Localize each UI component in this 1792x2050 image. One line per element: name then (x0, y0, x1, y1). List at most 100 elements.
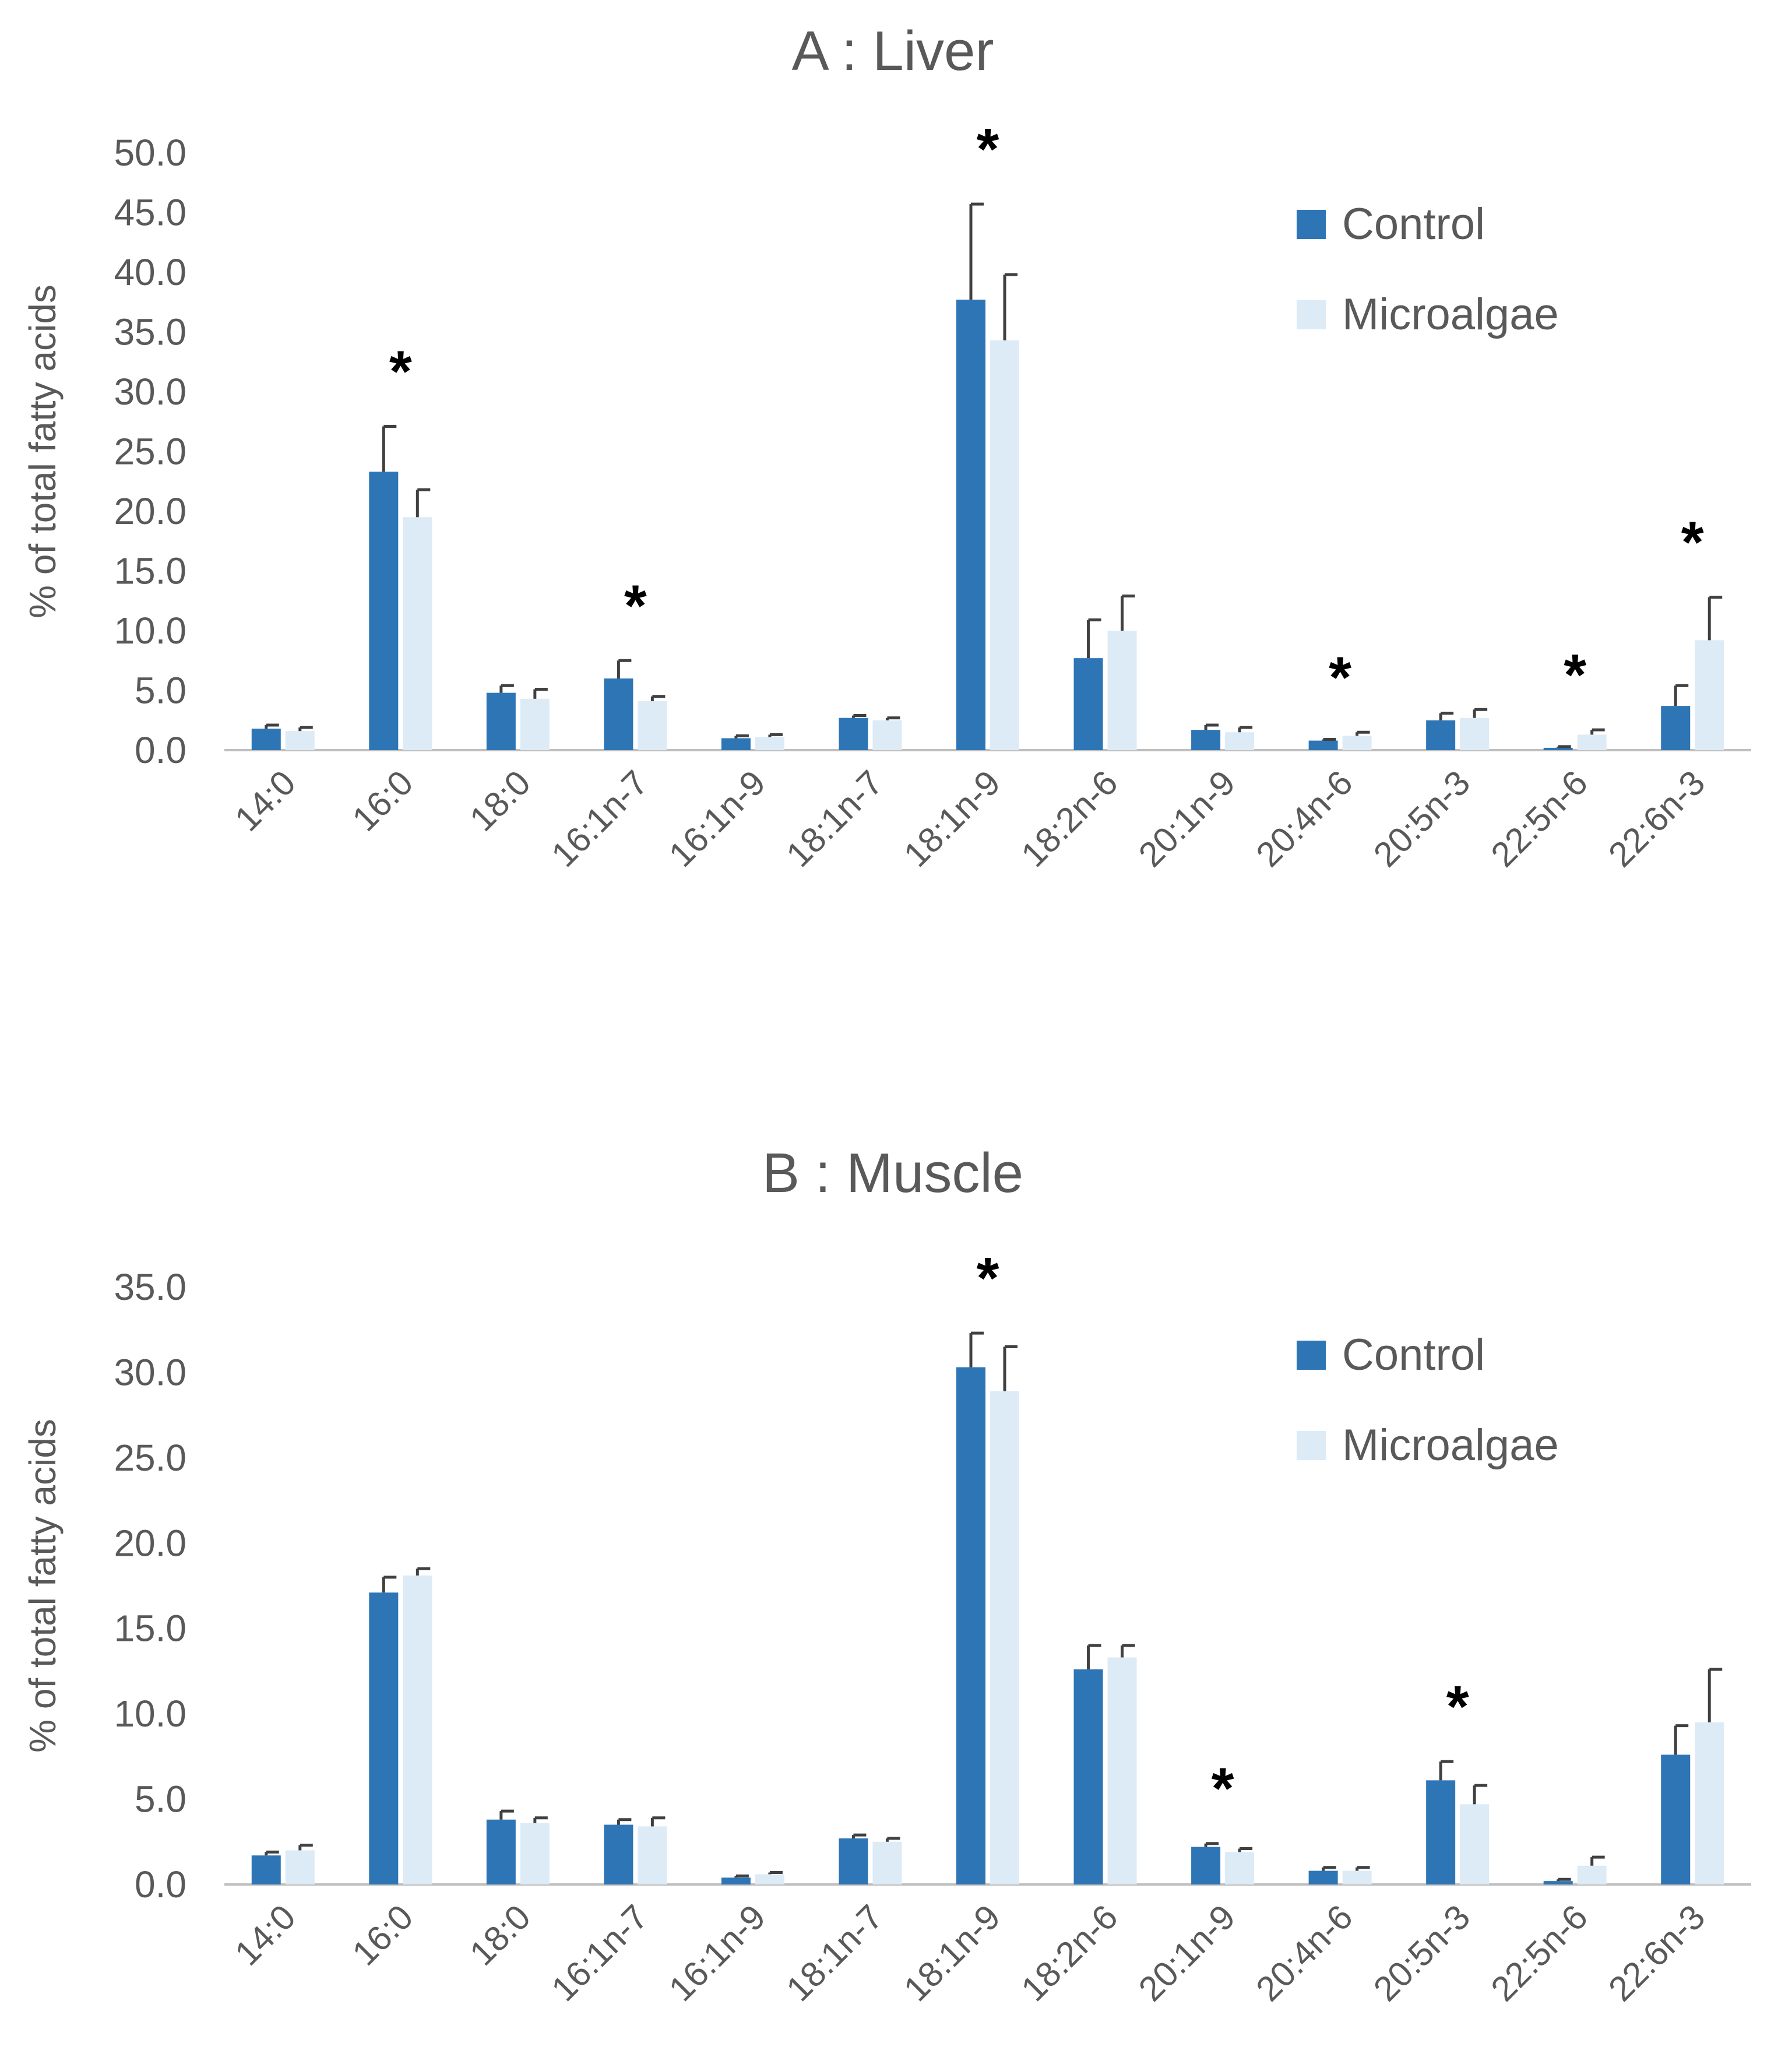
x-tick-label: 18:1n-9 (896, 763, 1008, 874)
microalgae-bar-18:2n-6 (1107, 1657, 1137, 1884)
y-tick-label: 20.0 (114, 490, 186, 532)
significance-marker: * (977, 117, 999, 182)
legend-label: Control (1342, 1330, 1485, 1380)
x-tick-label: 16:1n-7 (544, 763, 655, 874)
control-bar-18:1n-9 (956, 1367, 985, 1884)
microalgae-bar-18:2n-6 (1107, 631, 1137, 750)
control-bar-18:1n-7 (839, 718, 868, 750)
y-tick-label: 5.0 (135, 670, 186, 712)
x-tick-label: 16:1n-9 (661, 1897, 773, 2009)
x-tick-label: 18:1n-7 (779, 763, 890, 874)
x-tick-label: 18:0 (462, 1897, 538, 1973)
microalgae-bar-20:4n-6 (1342, 736, 1372, 750)
microalgae-bar-20:4n-6 (1342, 1870, 1372, 1884)
microalgae-bar-22:5n-6 (1577, 1865, 1607, 1884)
legend-label: Control (1342, 199, 1485, 249)
significance-marker: * (389, 339, 412, 404)
y-tick-label: 30.0 (114, 371, 186, 413)
x-tick-label: 22:5n-6 (1484, 1897, 1595, 2009)
y-tick-label: 0.0 (135, 729, 186, 771)
microalgae-bar-18:1n-9 (990, 1391, 1019, 1884)
control-bar-20:1n-9 (1191, 730, 1221, 750)
x-tick-label: 14:0 (227, 1897, 303, 1973)
control-bar-22:6n-3 (1661, 706, 1691, 750)
x-tick-label: 18:0 (462, 763, 538, 839)
x-tick-label: 16:1n-7 (544, 1897, 655, 2009)
x-tick-label: 22:6n-3 (1601, 763, 1712, 874)
control-bar-16:1n-7 (604, 678, 633, 750)
microalgae-bar-16:1n-7 (638, 701, 667, 750)
microalgae-bar-16:1n-9 (755, 1874, 784, 1884)
x-tick-label: 18:2n-6 (1013, 1897, 1125, 2009)
significance-marker: * (1212, 1756, 1234, 1822)
control-bar-16:0 (369, 1592, 399, 1884)
microalgae-bar-18:0 (520, 1823, 550, 1884)
y-tick-label: 30.0 (114, 1351, 186, 1393)
chart-muscle: B : Muscle % of total fatty acids 0.0 5.0 10… (22, 1142, 1751, 2009)
significance-marker: * (1681, 510, 1704, 575)
x-tick-label: 22:6n-3 (1601, 1897, 1712, 2009)
control-bar-20:4n-6 (1308, 1870, 1338, 1884)
y-tick-label: 0.0 (135, 1863, 186, 1905)
y-axis-title: % of total fatty acids (22, 284, 64, 618)
microalgae-bar-18:0 (520, 698, 550, 750)
control-bar-16:0 (369, 472, 399, 750)
legend-swatch-control (1297, 1341, 1326, 1370)
x-tick-label: 16:0 (345, 763, 421, 839)
x-tick-label: 18:1n-9 (896, 1897, 1008, 2009)
legend-label: Microalgae (1342, 1420, 1559, 1470)
y-tick-label: 40.0 (114, 251, 186, 293)
legend-swatch-microalgae (1297, 1431, 1326, 1460)
microalgae-bar-20:5n-3 (1460, 1804, 1490, 1884)
control-bar-18:2n-6 (1073, 1669, 1103, 1884)
microalgae-bar-16:0 (403, 1575, 432, 1884)
control-bar-16:1n-7 (604, 1824, 633, 1884)
microalgae-bar-22:6n-3 (1695, 1722, 1724, 1884)
chart-liver: A : Liver % of total fatty acids 0.0 5.0 10.… (22, 20, 1751, 874)
y-tick-label: 20.0 (114, 1522, 186, 1564)
control-bar-14:0 (251, 729, 281, 750)
microalgae-bar-20:1n-9 (1225, 1852, 1255, 1884)
y-tick-label: 35.0 (114, 1266, 186, 1308)
microalgae-bar-14:0 (285, 1850, 315, 1884)
control-bar-18:1n-9 (956, 300, 985, 750)
y-tick-label: 15.0 (114, 1608, 186, 1650)
microalgae-bar-18:1n-7 (872, 1841, 902, 1884)
x-tick-label: 18:2n-6 (1013, 763, 1125, 874)
legend-swatch-microalgae (1297, 300, 1326, 329)
x-tick-label: 20:4n-6 (1249, 1897, 1360, 2009)
control-bar-18:2n-6 (1073, 658, 1103, 750)
x-tick-label: 14:0 (227, 763, 303, 839)
y-tick-label: 15.0 (114, 550, 186, 592)
y-axis-title: % of total fatty acids (22, 1419, 64, 1753)
microalgae-bar-16:1n-9 (755, 737, 784, 750)
x-tick-label: 20:1n-9 (1131, 1897, 1242, 2009)
control-bar-18:1n-7 (839, 1838, 868, 1884)
significance-marker: * (1329, 645, 1351, 710)
control-bar-14:0 (251, 1855, 281, 1884)
microalgae-bar-20:5n-3 (1460, 718, 1490, 750)
y-tick-label: 50.0 (114, 132, 186, 174)
control-bar-20:5n-3 (1426, 720, 1456, 750)
x-tick-label: 18:1n-7 (779, 1897, 890, 2009)
x-tick-label: 20:4n-6 (1249, 763, 1360, 874)
microalgae-bar-14:0 (285, 731, 315, 750)
control-bar-22:6n-3 (1661, 1754, 1691, 1884)
microalgae-bar-18:1n-9 (990, 340, 1019, 750)
legend-label: Microalgae (1342, 290, 1559, 339)
significance-marker: * (1446, 1674, 1469, 1739)
y-tick-label: 10.0 (114, 1693, 186, 1735)
microalgae-bar-22:5n-6 (1577, 734, 1607, 750)
x-tick-label: 16:0 (345, 1897, 421, 1973)
microalgae-bar-22:6n-3 (1695, 640, 1724, 750)
control-bar-16:1n-9 (721, 738, 751, 750)
significance-marker: * (624, 573, 647, 638)
microalgae-bar-16:1n-7 (638, 1826, 667, 1884)
control-bar-22:5n-6 (1543, 747, 1573, 750)
y-tick-label: 10.0 (114, 610, 186, 652)
legend-swatch-control (1297, 210, 1326, 239)
microalgae-bar-16:0 (403, 517, 432, 750)
x-tick-label: 20:1n-9 (1131, 763, 1242, 874)
microalgae-bar-20:1n-9 (1225, 732, 1255, 750)
